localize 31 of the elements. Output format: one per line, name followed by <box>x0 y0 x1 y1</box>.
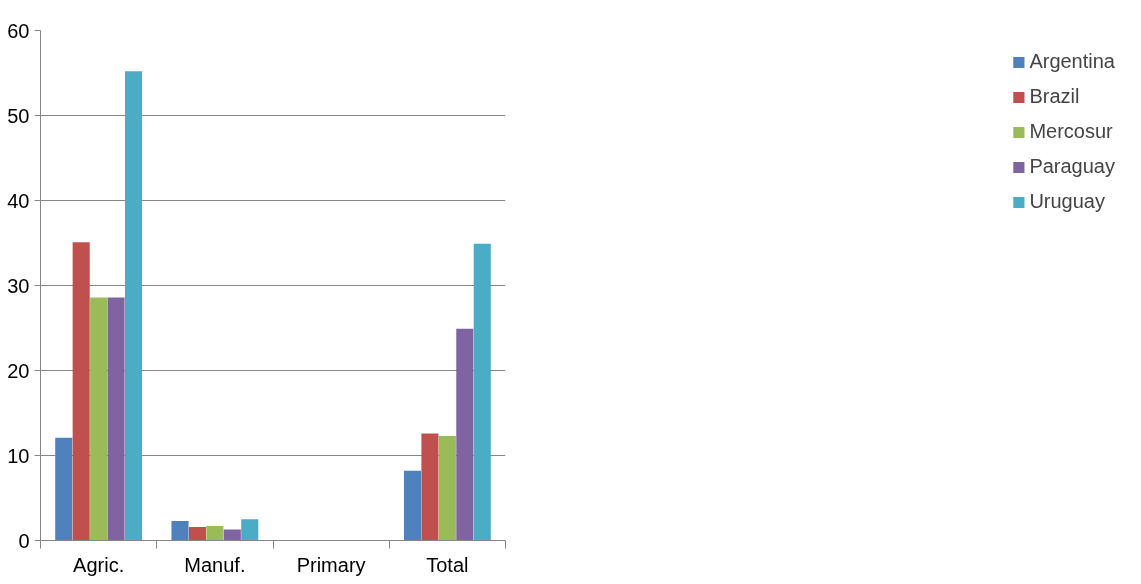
x-tick-label: Total <box>426 553 469 576</box>
bar <box>223 529 241 541</box>
bar <box>473 243 491 541</box>
bar <box>171 520 189 541</box>
legend-label: Argentina <box>1029 50 1115 73</box>
x-tick-label: Agric. <box>73 553 125 576</box>
y-tick-label: 10 <box>7 444 30 467</box>
bar <box>421 433 439 541</box>
y-tick-label: 60 <box>7 19 30 42</box>
y-tick-label: 20 <box>7 359 30 382</box>
bar <box>72 242 90 541</box>
bar <box>90 297 108 541</box>
bar <box>206 526 224 541</box>
y-tick-label: 50 <box>7 104 30 127</box>
bar <box>107 297 125 541</box>
legend-label: Paraguay <box>1029 155 1115 178</box>
y-tick-label: 40 <box>7 189 30 212</box>
legend-label: Brazil <box>1029 85 1080 108</box>
legend-label: Uruguay <box>1029 190 1105 213</box>
x-tick-label: Manuf. <box>184 553 246 576</box>
bar <box>55 437 73 541</box>
bar <box>403 470 422 541</box>
bar <box>124 71 143 541</box>
bar <box>438 435 456 541</box>
x-tick-label: Primary <box>296 553 366 576</box>
bar <box>241 519 259 541</box>
y-tick-label: 0 <box>18 529 30 552</box>
bar <box>456 328 474 541</box>
legend-label: Mercosur <box>1029 120 1113 143</box>
bar <box>188 526 206 541</box>
y-tick-label: 30 <box>7 274 30 297</box>
